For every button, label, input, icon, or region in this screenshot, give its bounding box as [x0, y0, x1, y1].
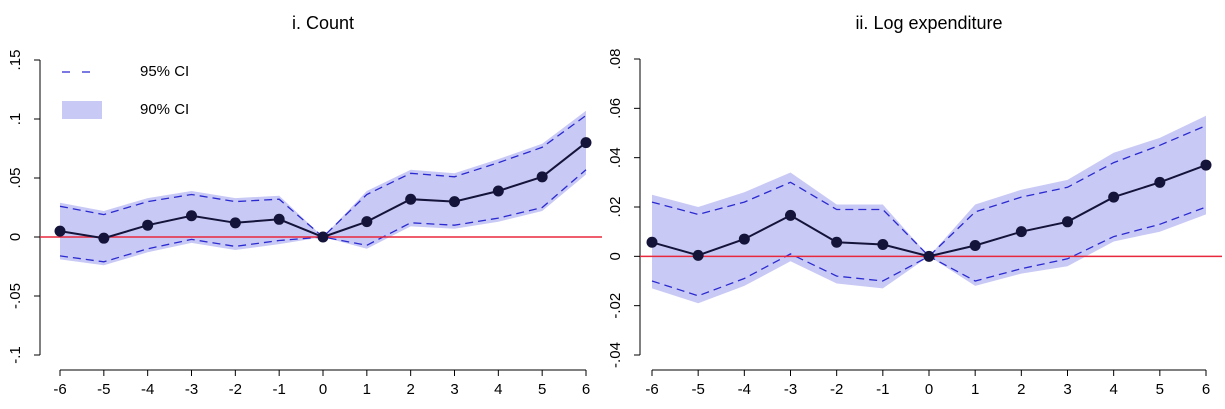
- estimate-point: [969, 239, 981, 251]
- x-tick-label: 1: [363, 381, 371, 398]
- estimate-point: [1062, 216, 1073, 228]
- y-tick-label: 0: [7, 233, 24, 241]
- ci-band: [652, 115, 1206, 304]
- estimate-point: [580, 137, 592, 149]
- estimate-point: [1200, 159, 1212, 171]
- x-tick-label: -4: [141, 381, 154, 398]
- x-tick-label: 2: [406, 381, 414, 398]
- x-tick-label: -2: [229, 381, 242, 398]
- y-tick-label: .08: [607, 49, 624, 70]
- chart-title: ii. Log expenditure: [855, 13, 1002, 33]
- x-tick-label: 2: [1017, 381, 1025, 398]
- estimate-point: [877, 238, 889, 250]
- x-tick-label: 4: [1109, 381, 1117, 398]
- estimate-point: [831, 236, 843, 248]
- estimate-point: [536, 171, 548, 183]
- y-tick-label: -.04: [607, 342, 624, 368]
- x-tick-label: -6: [53, 381, 66, 398]
- x-tick-label: 0: [319, 381, 327, 398]
- y-tick-label: -.05: [7, 283, 24, 309]
- panel: ii. Log expenditure -.04 -.02 0 .02 .04 .06 .08…: [607, 13, 1222, 398]
- legend-swatch: [62, 101, 102, 119]
- estimate-point: [738, 233, 750, 245]
- estimate-point: [492, 185, 504, 197]
- estimate-point: [1108, 191, 1120, 203]
- chart-title: i. Count: [292, 13, 354, 33]
- y-tick-label: .15: [7, 50, 24, 71]
- x-tick-label: 6: [582, 381, 590, 398]
- panel: i. Count -.1 -.05 0 .05 .1 .15 -6 -5 -4 -3 -2 -1 0 1 2 3…: [7, 13, 602, 398]
- estimate-point: [98, 232, 110, 244]
- y-tick-label: .04: [607, 147, 624, 168]
- estimate-point: [449, 196, 460, 208]
- x-tick-label: 5: [1156, 381, 1164, 398]
- x-tick-label: 6: [1202, 381, 1210, 398]
- x-tick-label: 3: [1063, 381, 1071, 398]
- y-tick-label: .02: [607, 197, 624, 218]
- x-tick-label: -2: [830, 381, 843, 398]
- x-tick-label: -3: [784, 381, 797, 398]
- x-tick-label: -1: [272, 381, 285, 398]
- x-tick-label: -4: [738, 381, 751, 398]
- estimate-point: [1154, 176, 1166, 188]
- legend-label: 95% CI: [140, 63, 189, 80]
- y-tick-label: -.02: [607, 293, 624, 319]
- estimate-point: [54, 225, 66, 237]
- x-tick-label: 3: [450, 381, 458, 398]
- legend-label: 90% CI: [140, 101, 189, 118]
- x-tick-label: -5: [691, 381, 704, 398]
- estimate-point: [273, 213, 285, 225]
- estimate-point: [405, 193, 417, 205]
- estimate-point: [923, 250, 935, 262]
- x-tick-label: -1: [876, 381, 889, 398]
- estimate-point: [317, 231, 329, 243]
- estimate-point: [229, 217, 241, 229]
- x-tick-label: 5: [538, 381, 546, 398]
- x-tick-label: -3: [185, 381, 198, 398]
- ci-band: [60, 110, 586, 266]
- y-tick-label: .1: [7, 113, 24, 126]
- x-tick-label: -5: [97, 381, 110, 398]
- estimate-point: [186, 210, 197, 222]
- estimate-point: [692, 249, 704, 261]
- x-tick-label: -6: [645, 381, 658, 398]
- estimate-point: [785, 209, 796, 221]
- x-tick-label: 4: [494, 381, 502, 398]
- estimate-point: [1015, 226, 1027, 238]
- estimate-point: [646, 236, 658, 248]
- ci-upper: [651, 125, 1207, 258]
- x-tick-label: 0: [925, 381, 933, 398]
- estimate-point: [361, 216, 373, 228]
- y-tick-label: .05: [7, 168, 24, 189]
- y-tick-label: -.1: [7, 346, 24, 364]
- x-tick-label: 1: [971, 381, 979, 398]
- y-tick-label: 0: [607, 252, 624, 260]
- y-tick-label: .06: [607, 98, 624, 119]
- estimate-point: [142, 219, 154, 231]
